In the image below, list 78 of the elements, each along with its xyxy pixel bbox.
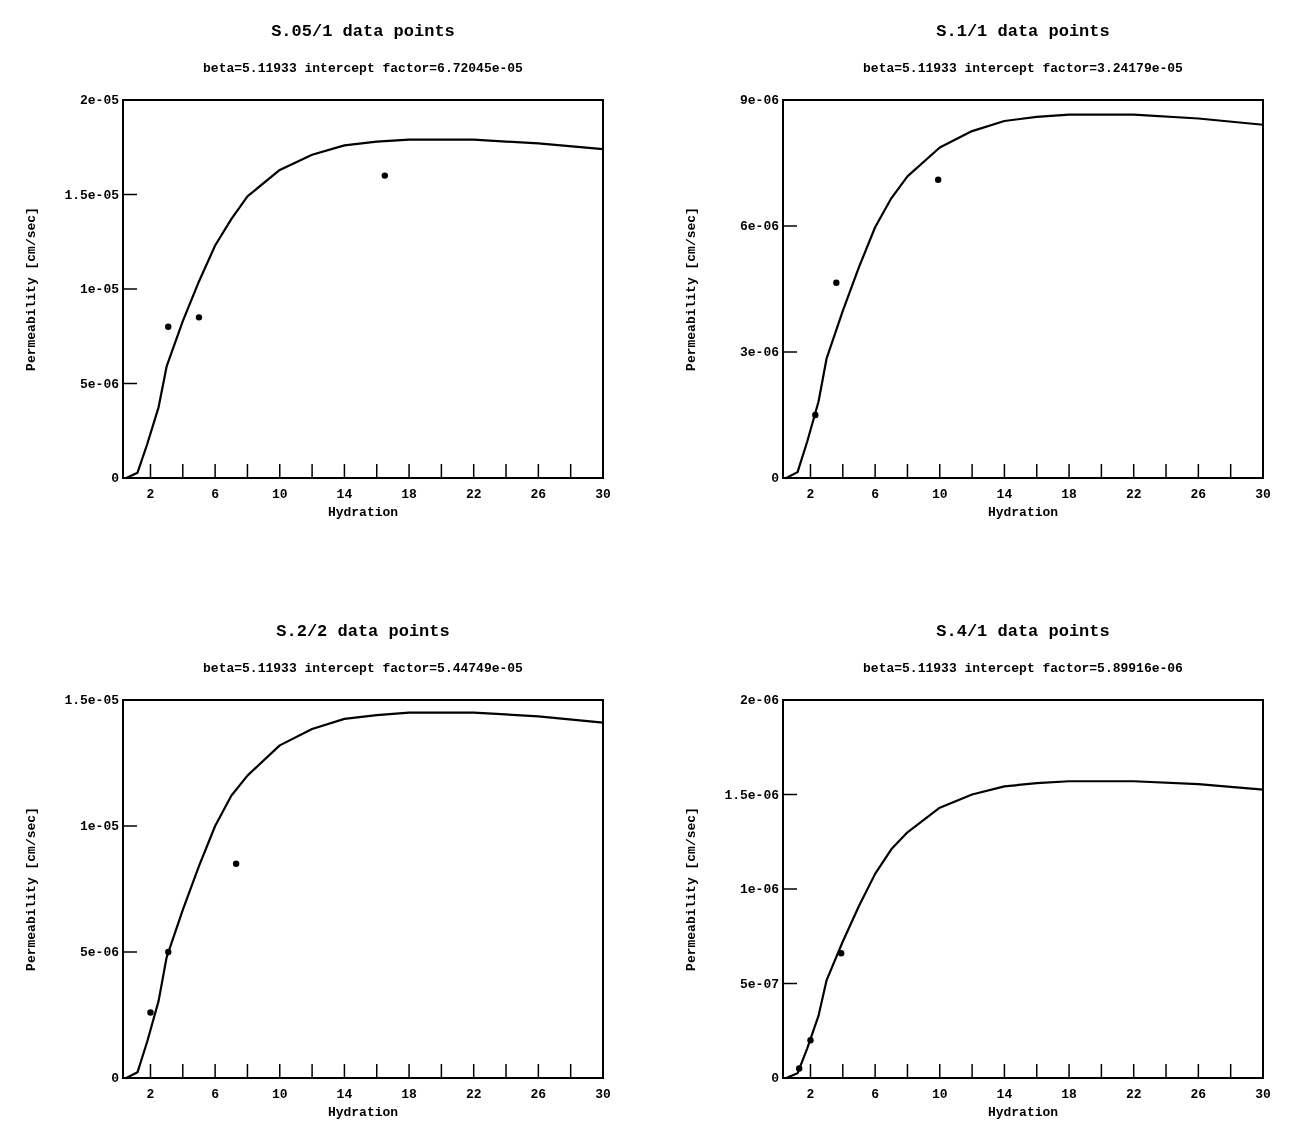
x-tick-label: 30: [1255, 487, 1271, 502]
y-tick-label: 2e-06: [739, 693, 780, 708]
chart-title: S.05/1 data points: [271, 22, 455, 41]
x-tick-label: 18: [401, 487, 418, 502]
x-tick-label: 2: [146, 487, 155, 502]
x-tick-label: 6: [211, 487, 220, 502]
chart-title: S.2/2 data points: [276, 622, 450, 641]
point: [381, 172, 389, 179]
x-tick-label: 30: [595, 1087, 611, 1102]
y-tick-label: 1e-05: [79, 282, 120, 297]
point: [833, 279, 840, 286]
x-tick-label: 10: [271, 1087, 288, 1102]
x-tick-label: 26: [1190, 1087, 1207, 1102]
x-tick-label: 26: [1190, 487, 1207, 502]
point: [147, 1009, 154, 1016]
y-tick-label: 6e-06: [739, 219, 780, 234]
y-tick-label: 1e-05: [79, 819, 120, 834]
point: [795, 1065, 803, 1072]
x-axis-title: Hydration: [987, 505, 1059, 520]
chart-subtitle: beta=5.11933 intercept factor=5.44749e-05: [203, 661, 524, 676]
point: [934, 176, 942, 183]
x-axis-title: Hydration: [327, 1105, 399, 1120]
x-tick-label: 2: [806, 1087, 815, 1102]
x-tick-label: 14: [996, 487, 1013, 502]
x-tick-label: 22: [465, 1087, 482, 1102]
x-tick-label: 14: [336, 1087, 353, 1102]
point: [165, 323, 172, 330]
x-tick-label: 2: [146, 1087, 155, 1102]
y-tick-label: 3e-06: [739, 345, 780, 360]
x-tick-label: 6: [871, 487, 880, 502]
point: [837, 950, 845, 957]
chart-subtitle: beta=5.11933 intercept factor=6.72045e-05: [203, 61, 524, 76]
x-tick-label: 22: [1125, 1087, 1142, 1102]
y-tick-label: 1.5e-05: [64, 693, 120, 708]
chart-title: S.4/1 data points: [936, 622, 1110, 641]
y-axis-title: Permeability [cm/sec]: [24, 807, 39, 971]
x-tick-label: 22: [465, 487, 482, 502]
x-axis-title: Hydration: [987, 1105, 1059, 1120]
x-tick-label: 6: [871, 1087, 880, 1102]
x-tick-label: 10: [271, 487, 288, 502]
x-tick-label: 14: [996, 1087, 1013, 1102]
y-tick-label: 5e-07: [739, 976, 779, 992]
x-axis-title: Hydration: [327, 505, 399, 520]
y-tick-label: 1.5e-06: [724, 787, 780, 803]
x-tick-label: 10: [931, 487, 948, 502]
x-tick-label: 6: [211, 1087, 220, 1102]
y-tick-label: 2e-05: [79, 93, 120, 108]
y-axis-title: Permeability [cm/sec]: [684, 207, 699, 371]
y-tick-label: 0: [771, 1071, 780, 1086]
x-tick-label: 18: [1061, 1087, 1078, 1102]
y-axis-title: Permeability [cm/sec]: [684, 807, 699, 971]
x-tick-label: 26: [530, 487, 547, 502]
point: [807, 1037, 814, 1044]
y-tick-label: 1.5e-05: [64, 187, 120, 203]
y-tick-label: 0: [111, 471, 120, 486]
y-tick-label: 5e-06: [79, 945, 120, 960]
x-tick-label: 18: [401, 1087, 418, 1102]
chart-subtitle: beta=5.11933 intercept factor=5.89916e-06: [863, 661, 1184, 676]
y-tick-label: 5e-06: [79, 376, 120, 392]
y-tick-label: 1e-06: [739, 882, 780, 897]
y-tick-label: 0: [111, 1071, 120, 1086]
x-tick-label: 14: [336, 487, 353, 502]
x-tick-label: 18: [1061, 487, 1078, 502]
point: [812, 411, 819, 419]
point: [165, 948, 172, 956]
y-tick-label: 9e-06: [739, 93, 780, 108]
x-tick-label: 10: [931, 1087, 948, 1102]
x-tick-label: 2: [806, 487, 815, 502]
chart-title: S.1/1 data points: [936, 22, 1110, 41]
x-tick-label: 30: [1255, 1087, 1271, 1102]
point: [232, 860, 240, 867]
x-tick-label: 22: [1125, 487, 1142, 502]
chart-subtitle: beta=5.11933 intercept factor=3.24179e-05: [863, 61, 1184, 76]
x-tick-label: 30: [595, 487, 611, 502]
point: [195, 314, 203, 321]
y-axis-title: Permeability [cm/sec]: [24, 207, 39, 371]
x-tick-label: 26: [530, 1087, 547, 1102]
y-tick-label: 0: [771, 471, 780, 486]
